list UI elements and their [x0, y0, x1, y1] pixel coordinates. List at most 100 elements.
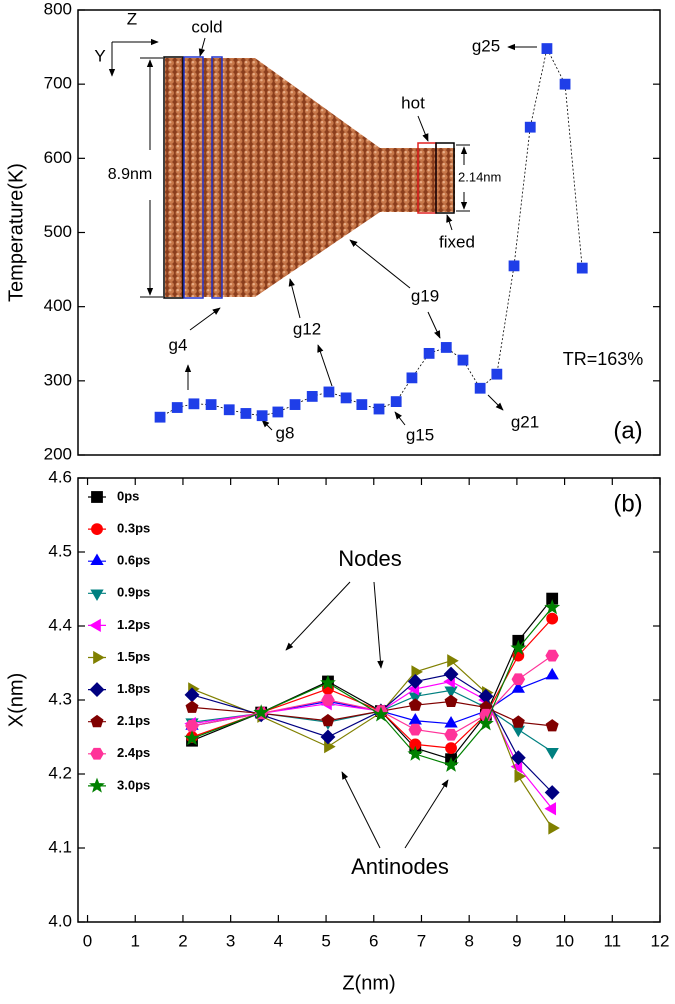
y-tick-label: 400 [44, 296, 72, 315]
pointer-arrow [288, 278, 301, 319]
annotation: Nodes [338, 546, 402, 571]
marker [373, 706, 389, 722]
marker [272, 406, 284, 418]
nanowire-illustration [108, 37, 537, 849]
annotation: 8.9nm [108, 166, 152, 183]
marker [184, 730, 200, 746]
marker [289, 399, 301, 410]
y-tick-label: 4.4 [48, 615, 72, 634]
marker [545, 649, 559, 662]
marker [510, 750, 526, 766]
x-tick-label: 12 [651, 931, 670, 950]
x-tick-label: 7 [417, 931, 426, 950]
marker [408, 698, 422, 711]
marker [559, 78, 571, 90]
y-tick-label: 4.1 [48, 837, 72, 856]
legend-label: 2.4ps [117, 745, 150, 760]
pointer-arrow [394, 411, 406, 426]
annotation: g4 [169, 335, 188, 354]
legend-label: 3.0ps [117, 777, 150, 792]
legend-marker [91, 523, 103, 535]
series-line [191, 618, 553, 749]
legend-label: 1.2ps [117, 617, 150, 632]
legend-label: 0.9ps [117, 585, 150, 600]
y-axis-label: Temperature(K) [5, 163, 27, 302]
marker [443, 666, 459, 682]
marker [444, 686, 458, 699]
y-tick-label: 300 [44, 370, 72, 389]
marker [545, 719, 559, 732]
legend-marker [89, 777, 105, 793]
pointer-arrow [317, 344, 333, 387]
y-tick-label: 4.5 [48, 541, 72, 560]
marker [474, 382, 486, 394]
y-tick-label: 800 [44, 0, 72, 18]
y-tick-label: 4.3 [48, 689, 72, 708]
marker [457, 354, 469, 366]
x-tick-label: 4 [274, 931, 283, 950]
marker [576, 262, 588, 274]
marker [411, 665, 423, 679]
legend-label: 0.6ps [117, 553, 150, 568]
series-line [191, 689, 553, 753]
y-tick-label: 500 [44, 222, 72, 241]
annotation: hot [401, 93, 425, 112]
marker [408, 723, 423, 736]
marker [546, 612, 559, 625]
annotation: fixed [439, 232, 475, 251]
marker [511, 673, 526, 686]
marker [321, 694, 335, 706]
x-tick-label: 9 [512, 931, 521, 950]
pointer-arrow [285, 581, 351, 651]
marker [508, 260, 520, 272]
marker [444, 716, 458, 728]
annotation: g15 [406, 425, 434, 444]
marker [444, 694, 458, 707]
marker [548, 821, 560, 835]
pointer-arrow [261, 419, 273, 431]
marker [356, 399, 368, 410]
y-tick-label: 4.2 [48, 763, 72, 782]
y-tick-label: 200 [44, 444, 72, 463]
marker [256, 410, 268, 422]
annotation: g19 [411, 286, 439, 305]
y-axis-label: X(nm) [5, 673, 27, 727]
annotation: cold [191, 17, 222, 36]
annotation: (a) [613, 417, 642, 444]
legend-label: 1.5ps [117, 649, 150, 664]
pointer-arrow [427, 311, 441, 339]
y-tick-label: 600 [44, 148, 72, 167]
marker [240, 408, 252, 419]
legend-marker [90, 714, 104, 728]
legend-marker [89, 682, 105, 698]
x-tick-label: 5 [321, 931, 330, 950]
x-tick-label: 6 [369, 931, 378, 950]
annotation: TR=163% [563, 349, 644, 369]
marker [524, 121, 536, 133]
legend-marker [93, 650, 105, 665]
annotation: g8 [276, 423, 295, 442]
marker [188, 398, 200, 410]
marker [324, 739, 336, 754]
series-line [191, 598, 553, 760]
marker [320, 674, 336, 690]
legend-marker [91, 491, 103, 503]
marker [478, 715, 494, 731]
marker [423, 347, 435, 359]
x-tick-label: 11 [603, 931, 621, 950]
marker [544, 802, 557, 816]
y-tick-label: 700 [44, 74, 72, 93]
pointer-arrow [198, 37, 206, 57]
y-tick-label: 4.6 [48, 467, 72, 486]
pointer-arrow [189, 307, 221, 331]
marker [340, 392, 352, 404]
marker [321, 713, 335, 727]
marker [407, 745, 424, 761]
marker [407, 674, 423, 689]
x-tick-label: 0 [83, 931, 92, 950]
pointer-arrow [417, 115, 429, 142]
marker [185, 720, 199, 732]
marker [223, 404, 235, 416]
fixed-box [163, 56, 184, 299]
